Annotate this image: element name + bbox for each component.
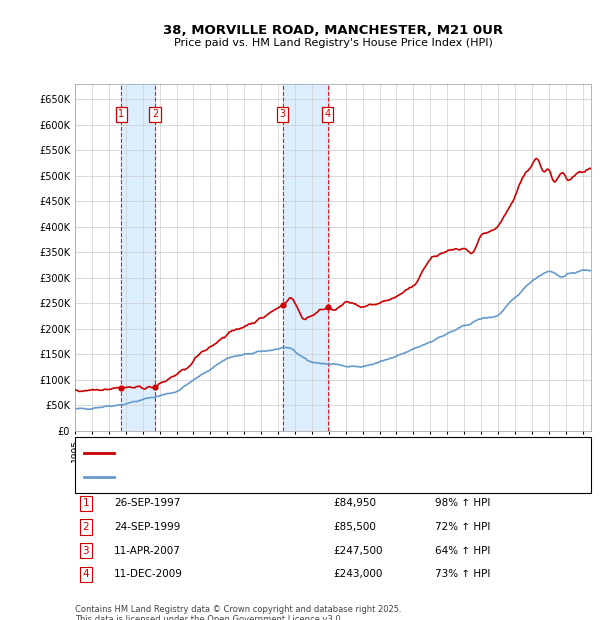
Text: Contains HM Land Registry data © Crown copyright and database right 2025.
This d: Contains HM Land Registry data © Crown c… <box>75 604 401 620</box>
Text: £84,950: £84,950 <box>333 498 376 508</box>
Text: 11-DEC-2009: 11-DEC-2009 <box>114 569 183 579</box>
Text: 38, MORVILLE ROAD, MANCHESTER, M21 0UR (semi-detached house): 38, MORVILLE ROAD, MANCHESTER, M21 0UR (… <box>123 448 463 458</box>
Text: 4: 4 <box>82 569 89 579</box>
Text: 3: 3 <box>280 109 286 119</box>
Text: 64% ↑ HPI: 64% ↑ HPI <box>435 546 490 556</box>
Text: £243,000: £243,000 <box>333 569 382 579</box>
Text: 26-SEP-1997: 26-SEP-1997 <box>114 498 181 508</box>
Text: 24-SEP-1999: 24-SEP-1999 <box>114 522 181 532</box>
Text: 2: 2 <box>152 109 158 119</box>
Bar <box>121 84 155 431</box>
Text: 73% ↑ HPI: 73% ↑ HPI <box>435 569 490 579</box>
Bar <box>283 84 328 431</box>
Text: 11-APR-2007: 11-APR-2007 <box>114 546 181 556</box>
Text: 1: 1 <box>118 109 124 119</box>
Text: HPI: Average price, semi-detached house, Manchester: HPI: Average price, semi-detached house,… <box>123 472 388 482</box>
Text: 72% ↑ HPI: 72% ↑ HPI <box>435 522 490 532</box>
Text: 3: 3 <box>82 546 89 556</box>
Text: 2: 2 <box>82 522 89 532</box>
Text: £85,500: £85,500 <box>333 522 376 532</box>
Text: 38, MORVILLE ROAD, MANCHESTER, M21 0UR: 38, MORVILLE ROAD, MANCHESTER, M21 0UR <box>163 24 503 37</box>
Text: Price paid vs. HM Land Registry's House Price Index (HPI): Price paid vs. HM Land Registry's House … <box>173 38 493 48</box>
Text: 4: 4 <box>325 109 331 119</box>
Text: 1: 1 <box>82 498 89 508</box>
Text: £247,500: £247,500 <box>333 546 383 556</box>
Text: 98% ↑ HPI: 98% ↑ HPI <box>435 498 490 508</box>
